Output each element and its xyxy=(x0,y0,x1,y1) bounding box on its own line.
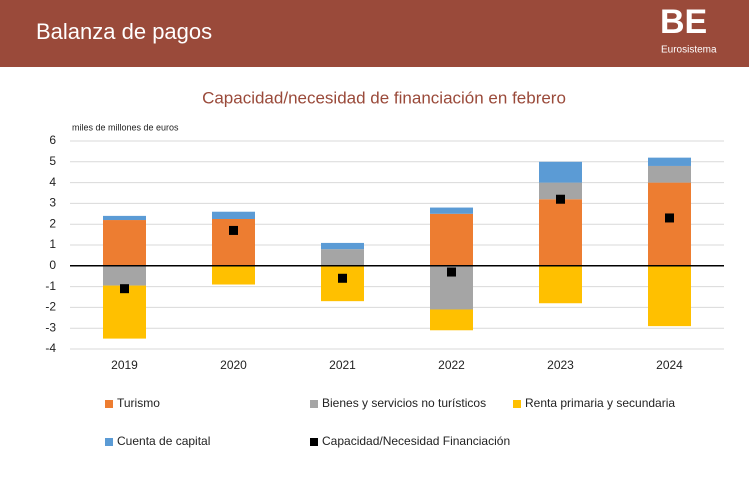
x-tick-label: 2023 xyxy=(547,358,574,372)
legend-label: Renta primaria y secundaria xyxy=(525,396,675,410)
y-tick-label: 6 xyxy=(49,133,56,147)
marker xyxy=(447,267,456,277)
bar-segment xyxy=(539,182,582,200)
y-tick-label: -2 xyxy=(45,300,56,314)
legend-label: Turismo xyxy=(117,396,160,410)
bar-segment xyxy=(212,211,255,219)
bar-segment xyxy=(430,213,473,266)
legend-label: Bienes y servicios no turísticos xyxy=(322,396,486,410)
chart-title: Capacidad/necesidad de financiación en f… xyxy=(202,88,566,107)
bar-segment xyxy=(648,157,691,166)
bar-segment xyxy=(539,161,582,183)
y-tick-label: 5 xyxy=(49,154,56,168)
logo-subtitle: Eurosistema xyxy=(661,45,717,56)
bar-segment xyxy=(212,265,255,285)
legend-swatch xyxy=(105,400,113,408)
marker xyxy=(120,284,129,294)
bar-segment xyxy=(103,215,146,221)
x-tick-label: 2020 xyxy=(220,358,247,372)
bar-segment xyxy=(539,265,582,304)
legend-swatch xyxy=(310,400,318,408)
legend-label: Capacidad/Necesidad Financiación xyxy=(322,434,510,448)
bar-segment xyxy=(430,309,473,331)
marker xyxy=(229,225,238,235)
bar-segment xyxy=(103,285,146,339)
bar-segment xyxy=(321,265,364,302)
y-tick-label: 1 xyxy=(49,237,56,251)
marker xyxy=(556,194,565,204)
legend-swatch xyxy=(513,400,521,408)
bar-segment xyxy=(321,242,364,250)
x-tick-label: 2021 xyxy=(329,358,356,372)
bar-segment xyxy=(103,220,146,266)
x-tick-label: 2019 xyxy=(111,358,138,372)
header-title: Balanza de pagos xyxy=(36,19,212,44)
y-tick-label: -4 xyxy=(45,341,56,355)
y-tick-label: 3 xyxy=(49,196,56,210)
bar-segment xyxy=(539,199,582,266)
legend-swatch xyxy=(105,438,113,446)
y-tick-label: 0 xyxy=(49,258,56,272)
bar-segment xyxy=(648,182,691,266)
y-axis-label: miles de millones de euros xyxy=(72,122,179,132)
y-tick-label: -1 xyxy=(45,279,56,293)
y-tick-label: 2 xyxy=(49,216,56,230)
bar-segment xyxy=(648,165,691,183)
y-tick-label: 4 xyxy=(49,175,56,189)
logo: BE xyxy=(660,3,707,41)
bar-segment xyxy=(321,249,364,266)
legend-swatch xyxy=(310,438,318,446)
x-tick-label: 2024 xyxy=(656,358,683,372)
bar-segment xyxy=(648,265,691,327)
bar-segment xyxy=(430,207,473,214)
marker xyxy=(338,273,347,283)
legend-label: Cuenta de capital xyxy=(117,434,210,448)
bar-segment xyxy=(103,265,146,286)
y-tick-label: -3 xyxy=(45,320,56,334)
x-tick-label: 2022 xyxy=(438,358,465,372)
marker xyxy=(665,213,674,223)
header-band xyxy=(0,0,749,67)
